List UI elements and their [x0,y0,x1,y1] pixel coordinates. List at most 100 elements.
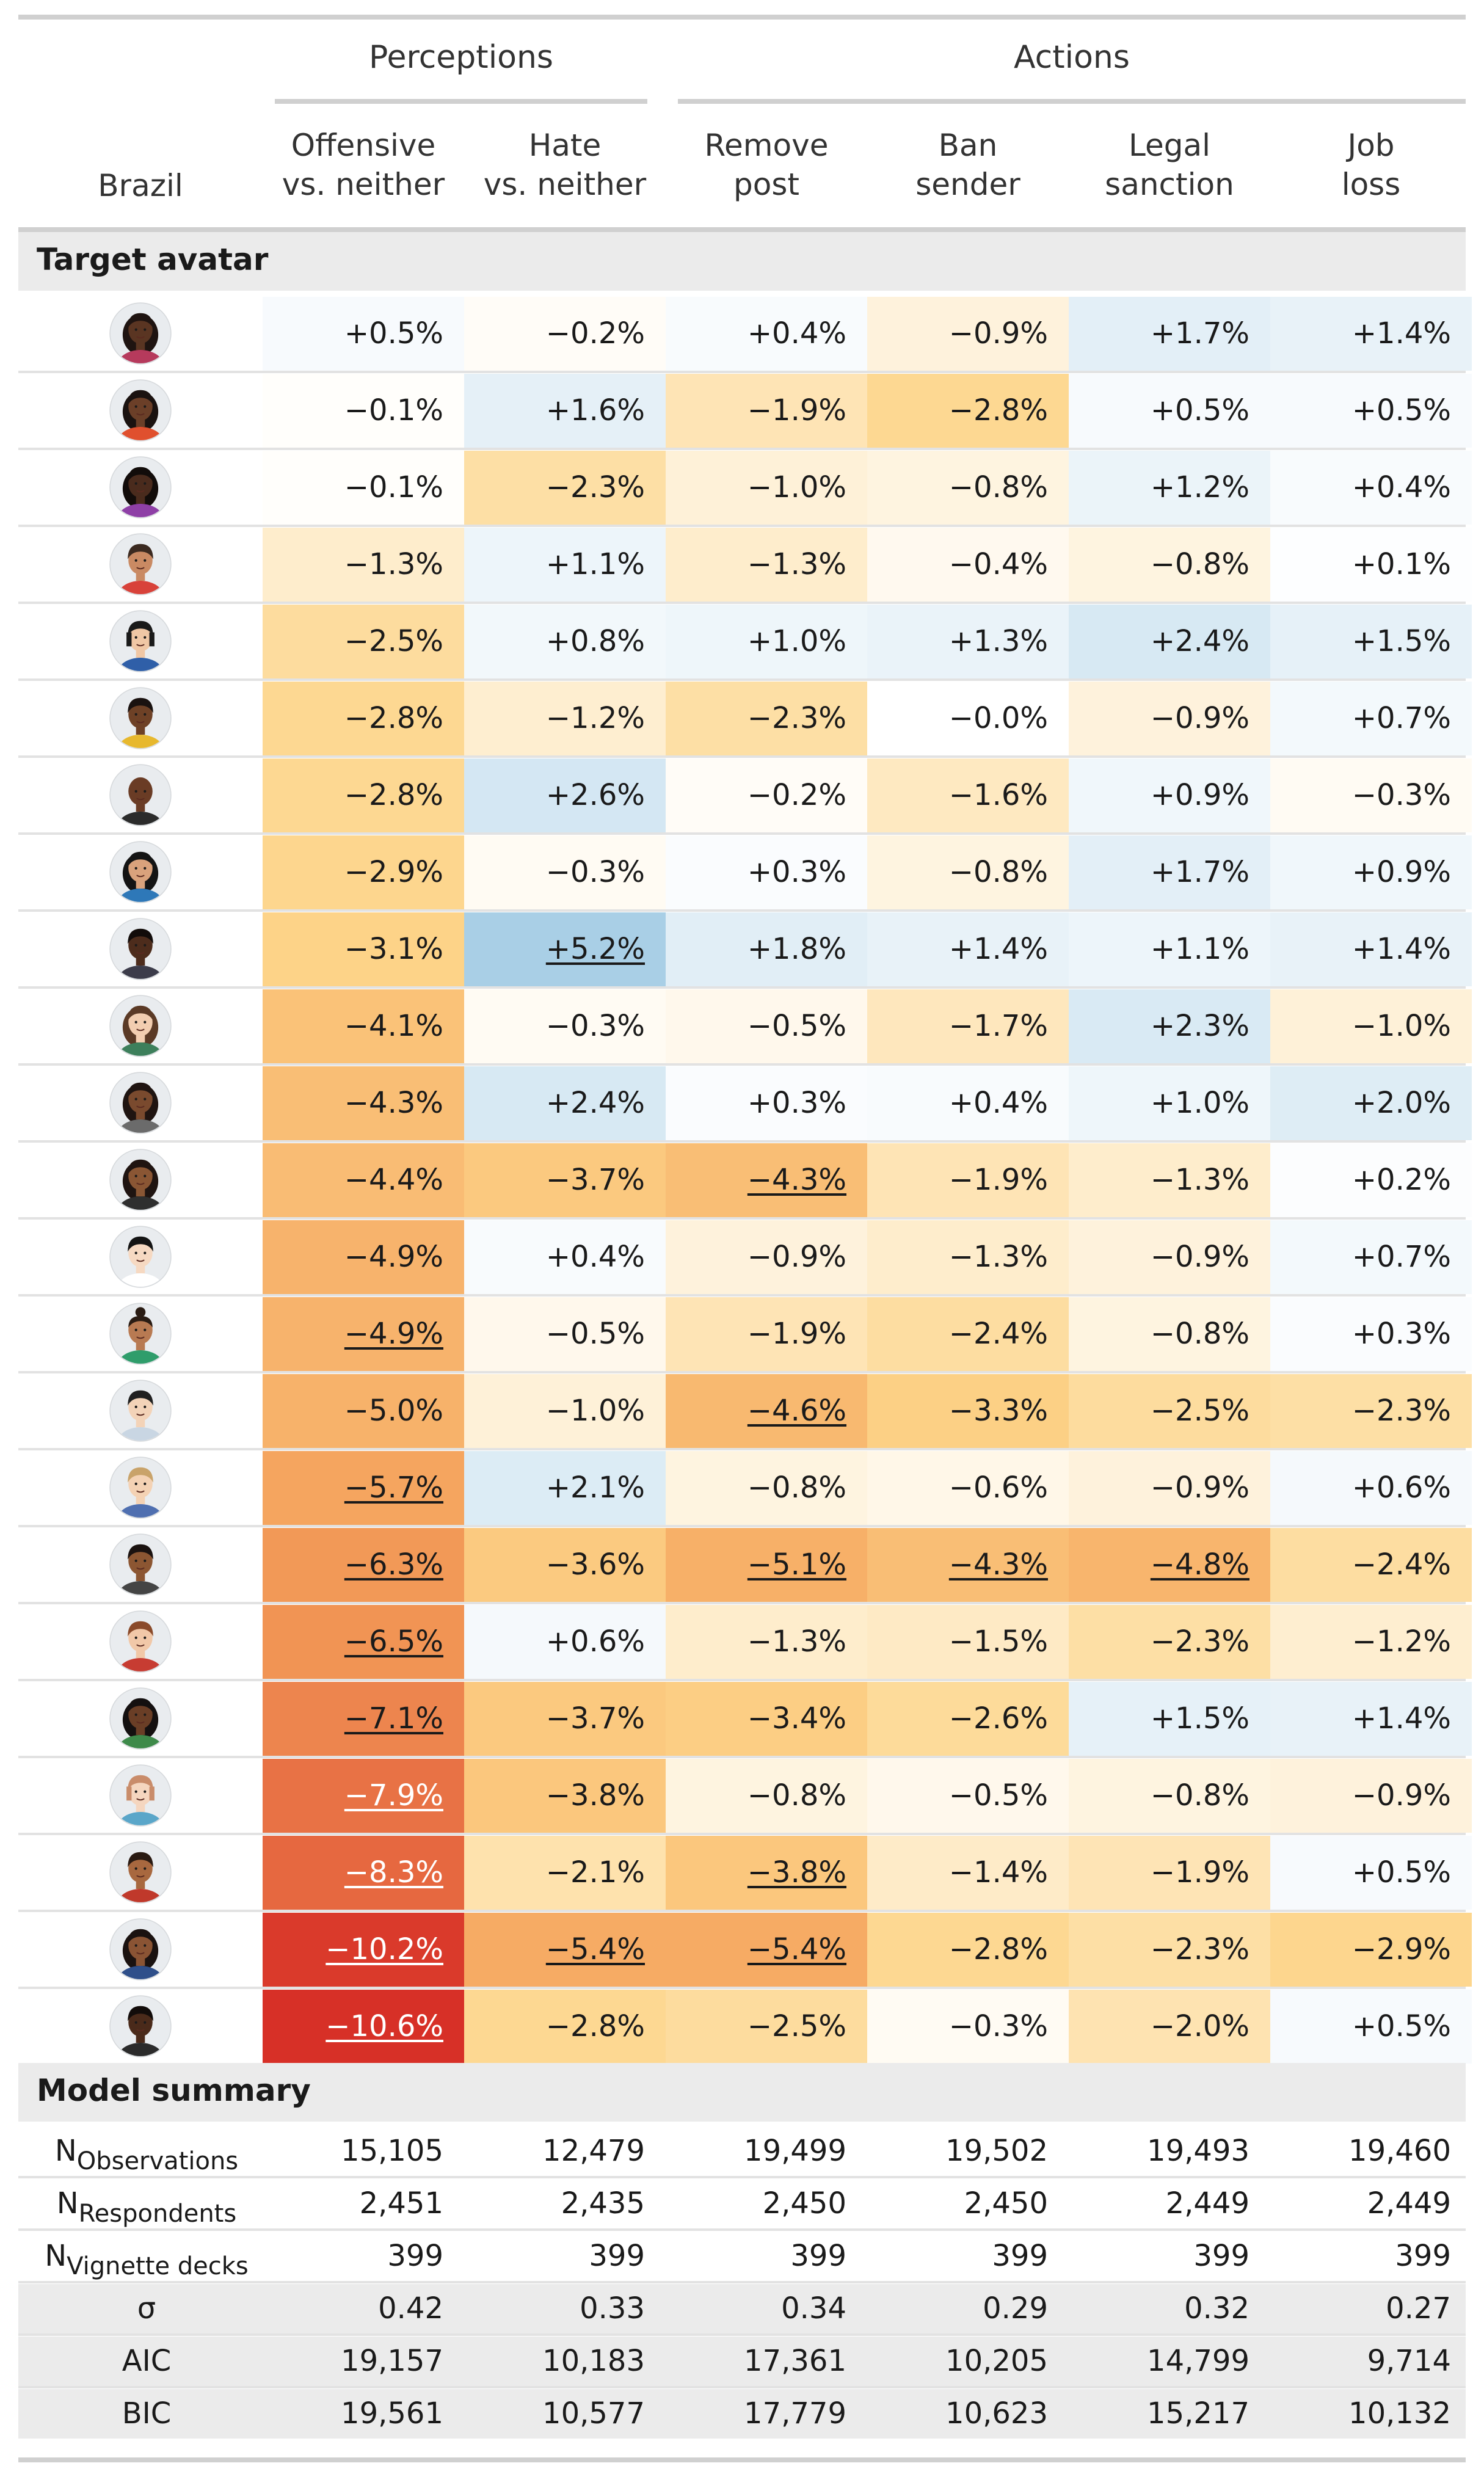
column-header-4: Legal sanction [1075,126,1264,204]
table-cell: +0.5% [1270,374,1472,448]
summary-cell: 10,132 [1348,2396,1451,2431]
cell-value: +0.5% [1150,393,1249,427]
section-model-summary-label: Model summary [37,2073,311,2108]
table-cell: +0.8% [464,605,666,678]
row-separator [18,986,1466,989]
table-cell: −7.1% [263,1682,464,1756]
summary-cell: 17,361 [744,2344,846,2378]
table-cell: +1.4% [1270,297,1472,371]
avatar-icon [109,456,172,518]
cell-value: −3.8% [747,1855,846,1890]
group-rule-perceptions [275,99,647,104]
table-cell: −4.6% [666,1374,867,1448]
cell-value: +0.7% [1351,701,1451,735]
cell-value: −1.0% [747,470,846,504]
avatar-icon [109,533,172,595]
table-cell: −1.3% [1069,1143,1270,1217]
cell-value: −3.6% [545,1548,645,1582]
avatar-icon [109,1072,172,1134]
column-header-1: Hate vs. neither [470,126,660,204]
table-cell: −5.1% [666,1528,867,1602]
table-cell: −0.6% [867,1451,1069,1525]
table-cell: −5.4% [666,1913,867,1987]
table-cell: +0.6% [464,1605,666,1679]
column-header-line2: sender [915,167,1020,202]
cell-value: −2.3% [1150,1932,1249,1966]
row-separator [18,1987,1466,1989]
table-cell: −0.8% [666,1451,867,1525]
table-cell: +0.5% [1270,1990,1472,2064]
cell-value: −5.1% [747,1548,846,1582]
table-cell: −6.3% [263,1528,464,1602]
table-cell: +2.6% [464,758,666,832]
cell-value: −1.9% [1150,1855,1249,1890]
table-cell: −1.6% [867,758,1069,832]
cell-value: −0.3% [545,855,645,889]
cell-value: +2.6% [545,778,645,812]
table-cell: +0.2% [1270,1143,1472,1217]
table-cell: +0.4% [464,1220,666,1294]
cell-value: +2.4% [1150,624,1249,658]
table-cell: −1.3% [867,1220,1069,1294]
table-cell: −1.5% [867,1605,1069,1679]
table-cell: −0.9% [1069,1451,1270,1525]
column-header-line2: post [733,167,799,202]
cell-value: −0.3% [948,2009,1048,2043]
cell-value: −1.3% [344,547,443,581]
summary-cell: 10,205 [945,2344,1048,2378]
group-rule-actions [678,99,1466,104]
row-separator [18,755,1466,758]
table-cell: +2.3% [1069,989,1270,1063]
table-cell: −3.8% [666,1836,867,1910]
cell-value: −3.1% [344,932,443,966]
cell-value: −4.3% [747,1163,846,1197]
summary-label: σ [37,2284,256,2333]
summary-row: AIC 19,157 10,183 17,361 10,205 14,799 9,714 [18,2337,1466,2386]
cell-value: +0.5% [1351,393,1451,427]
table-cell: −0.2% [464,297,666,371]
row-separator [18,2176,1466,2178]
table-cell: +1.8% [666,912,867,986]
table-cell: +5.2% [464,912,666,986]
cell-value: −1.3% [948,1240,1048,1274]
table-cell: −1.9% [666,374,867,448]
cell-value: −0.8% [1150,1778,1249,1813]
table-cell: +1.4% [867,912,1069,986]
row-separator [18,2281,1466,2283]
table-cell: −0.4% [867,528,1069,602]
top-rule [18,15,1466,20]
column-header-line2: loss [1341,167,1401,202]
table-cell: −5.7% [263,1451,464,1525]
table-cell: +1.0% [1069,1066,1270,1140]
cell-value: −0.1% [344,393,443,427]
table-cell: −0.9% [867,297,1069,371]
avatar-icon [109,1380,172,1442]
table-cell: −1.0% [464,1374,666,1448]
avatar-icon [109,1764,172,1827]
cell-value: +0.5% [1351,1855,1451,1890]
table-cell: −0.9% [666,1220,867,1294]
cell-value: −5.7% [344,1471,443,1505]
avatar-icon [109,1841,172,1904]
cell-value: −5.0% [344,1394,443,1428]
cell-value: +0.7% [1351,1240,1451,1274]
row-separator [18,371,1466,373]
summary-row: NRespondents 2,451 2,435 2,450 2,450 2,449 2,4… [18,2179,1466,2228]
cell-value: +1.0% [1150,1086,1249,1120]
cell-value: −4.3% [344,1086,443,1120]
summary-cell: 19,499 [744,2134,846,2168]
table-cell: +0.7% [1270,1220,1472,1294]
cell-value: −6.3% [344,1548,443,1582]
cell-value: −1.3% [747,547,846,581]
summary-cell: 399 [1395,2239,1451,2273]
summary-cell: 19,460 [1348,2134,1451,2168]
table-cell: −1.3% [666,1605,867,1679]
table-cell: +0.5% [1069,374,1270,448]
cell-value: +0.9% [1351,855,1451,889]
cell-value: +1.5% [1150,1701,1249,1736]
cell-value: +0.1% [1351,547,1451,581]
cell-value: −1.3% [747,1624,846,1659]
row-separator [18,1217,1466,1220]
cell-value: −2.9% [1351,1932,1451,1966]
cell-value: −7.9% [344,1778,443,1813]
